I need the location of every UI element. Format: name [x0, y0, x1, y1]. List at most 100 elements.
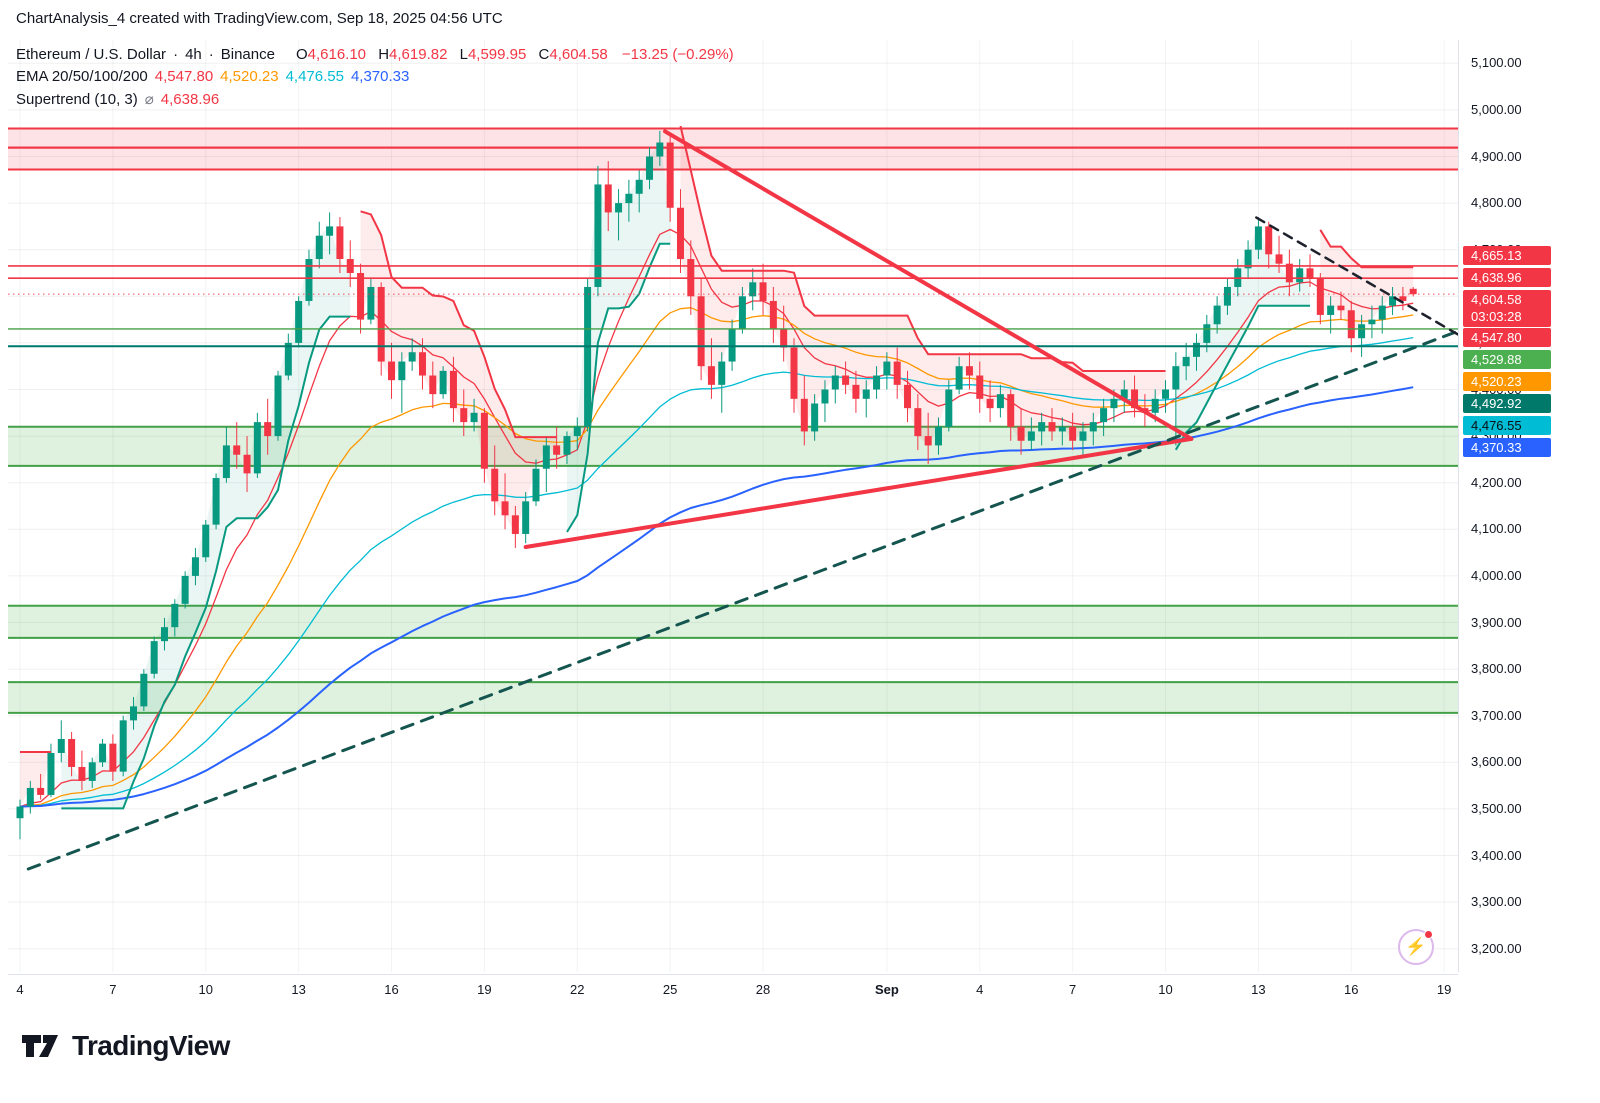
trendline[interactable] — [663, 129, 1194, 441]
candle-body — [47, 752, 55, 795]
y-axis-label: 5,000.00 — [1471, 101, 1522, 117]
tradingview-logo-text[interactable]: TradingView — [72, 1030, 230, 1061]
x-axis-label: 10 — [1158, 982, 1173, 997]
supertrend-indicator-label[interactable]: Supertrend (10, 3) — [16, 91, 138, 108]
candle-body — [563, 436, 571, 455]
candle-body — [522, 501, 530, 534]
candle-body — [408, 352, 416, 362]
y-axis-label: 3,300.00 — [1471, 894, 1522, 910]
chart-legend: Ethereum / U.S. Dollar · 4h · Binance O4… — [16, 46, 734, 113]
candle-body — [914, 408, 922, 437]
low-value: 4,599.95 — [467, 46, 527, 63]
candle-body — [584, 286, 592, 427]
candle-body — [491, 468, 499, 502]
ema-line[interactable] — [19, 307, 1414, 808]
price-level-tag: 4,370.33 — [1463, 437, 1551, 457]
high-label: H — [378, 46, 390, 63]
candle-body — [532, 468, 540, 502]
candle-body — [336, 226, 344, 260]
open-value: 4,616.10 — [307, 46, 367, 63]
price-zone — [8, 147, 1458, 170]
candle-body — [501, 501, 509, 516]
candle-body — [1306, 268, 1314, 278]
candle-body — [1007, 394, 1015, 427]
candle-body — [646, 156, 654, 180]
ema-line[interactable] — [19, 228, 1414, 808]
y-axis-label: 3,600.00 — [1471, 754, 1522, 770]
candle-body — [1316, 277, 1324, 315]
candle-body — [264, 422, 272, 437]
ema20-value: 4,547.80 — [154, 68, 214, 85]
trendline[interactable] — [26, 330, 1458, 871]
symbol-row: Ethereum / U.S. Dollar · 4h · Binance O4… — [16, 46, 734, 63]
price-zone — [8, 128, 1458, 148]
candle-body — [1172, 366, 1180, 390]
candle-body — [904, 384, 912, 409]
candle-body — [191, 557, 199, 576]
candle-body — [398, 361, 406, 381]
price-zone — [8, 682, 1458, 713]
candle-body — [202, 524, 210, 558]
candle-body — [16, 806, 24, 819]
candle-body — [1131, 389, 1139, 409]
candle-body — [1223, 286, 1231, 306]
candle-body — [109, 743, 117, 772]
supertrend-line[interactable] — [1319, 229, 1414, 269]
y-axis-label: 4,100.00 — [1471, 521, 1522, 537]
supertrend-line[interactable] — [566, 242, 671, 533]
candle-body — [315, 235, 323, 260]
candle-body — [1162, 389, 1170, 399]
diameter-symbol: ⌀ — [144, 91, 154, 108]
candle-body — [1089, 422, 1097, 432]
x-axis-label: 19 — [1436, 982, 1452, 997]
time-axis[interactable]: 4 7 10 13 16 19 22 25 28 Sep 4 7 10 13 16 19 — [8, 974, 1458, 1004]
supertrend-fill — [680, 126, 1166, 446]
lightning-bolt-button[interactable]: ⚡ — [1398, 929, 1434, 965]
candle-body — [800, 398, 808, 432]
ema-line[interactable] — [19, 336, 1414, 808]
candle-body — [243, 454, 251, 474]
y-axis-label: 3,200.00 — [1471, 940, 1522, 956]
x-axis-label: 7 — [109, 982, 117, 997]
candle-body — [1151, 398, 1159, 413]
close-value: 4,604.58 — [549, 46, 608, 63]
candle-body — [1079, 431, 1087, 441]
candle-body — [821, 389, 829, 404]
candle-body — [697, 296, 705, 367]
trendline[interactable] — [1255, 216, 1458, 336]
trendline[interactable] — [523, 436, 1194, 550]
price-chart[interactable] — [8, 40, 1458, 972]
candle-body — [78, 766, 86, 781]
symbol-title[interactable]: Ethereum / U.S. Dollar — [16, 46, 167, 63]
candle-body — [480, 412, 488, 469]
candle-body — [305, 259, 313, 301]
candle-body — [119, 720, 127, 772]
candle-body — [873, 375, 881, 390]
y-axis-label: 5,100.00 — [1471, 55, 1522, 71]
candle-body — [893, 361, 901, 385]
candle-body — [1409, 288, 1417, 295]
ema-indicator-label[interactable]: EMA 20/50/100/200 — [16, 68, 148, 85]
y-axis-label: 4,000.00 — [1471, 567, 1522, 583]
tradingview-logo-icon[interactable] — [20, 1026, 60, 1066]
candle-body — [37, 787, 45, 795]
candle-body — [181, 575, 189, 604]
exchange-label[interactable]: Binance — [220, 46, 275, 63]
supertrend-line[interactable] — [1174, 304, 1310, 451]
candle-body — [253, 422, 261, 474]
candle-body — [924, 436, 932, 446]
price-axis[interactable]: 5,100.005,000.004,900.004,800.004,700.00… — [1458, 40, 1600, 972]
candle-body — [470, 412, 478, 423]
high-value: 4,619.82 — [389, 46, 448, 63]
candle-body — [326, 226, 334, 236]
candle-body — [707, 366, 715, 385]
candle-body — [233, 445, 241, 455]
supertrend-line[interactable] — [61, 315, 351, 810]
candle-body — [429, 375, 437, 395]
price-level-tag: 4,476.55 — [1463, 415, 1551, 435]
candle-body — [573, 426, 581, 437]
price-level-tag: 4,665.13 — [1463, 245, 1551, 265]
candle-body — [996, 394, 1004, 409]
candle-body — [1100, 408, 1108, 423]
interval-label[interactable]: 4h — [185, 46, 202, 63]
